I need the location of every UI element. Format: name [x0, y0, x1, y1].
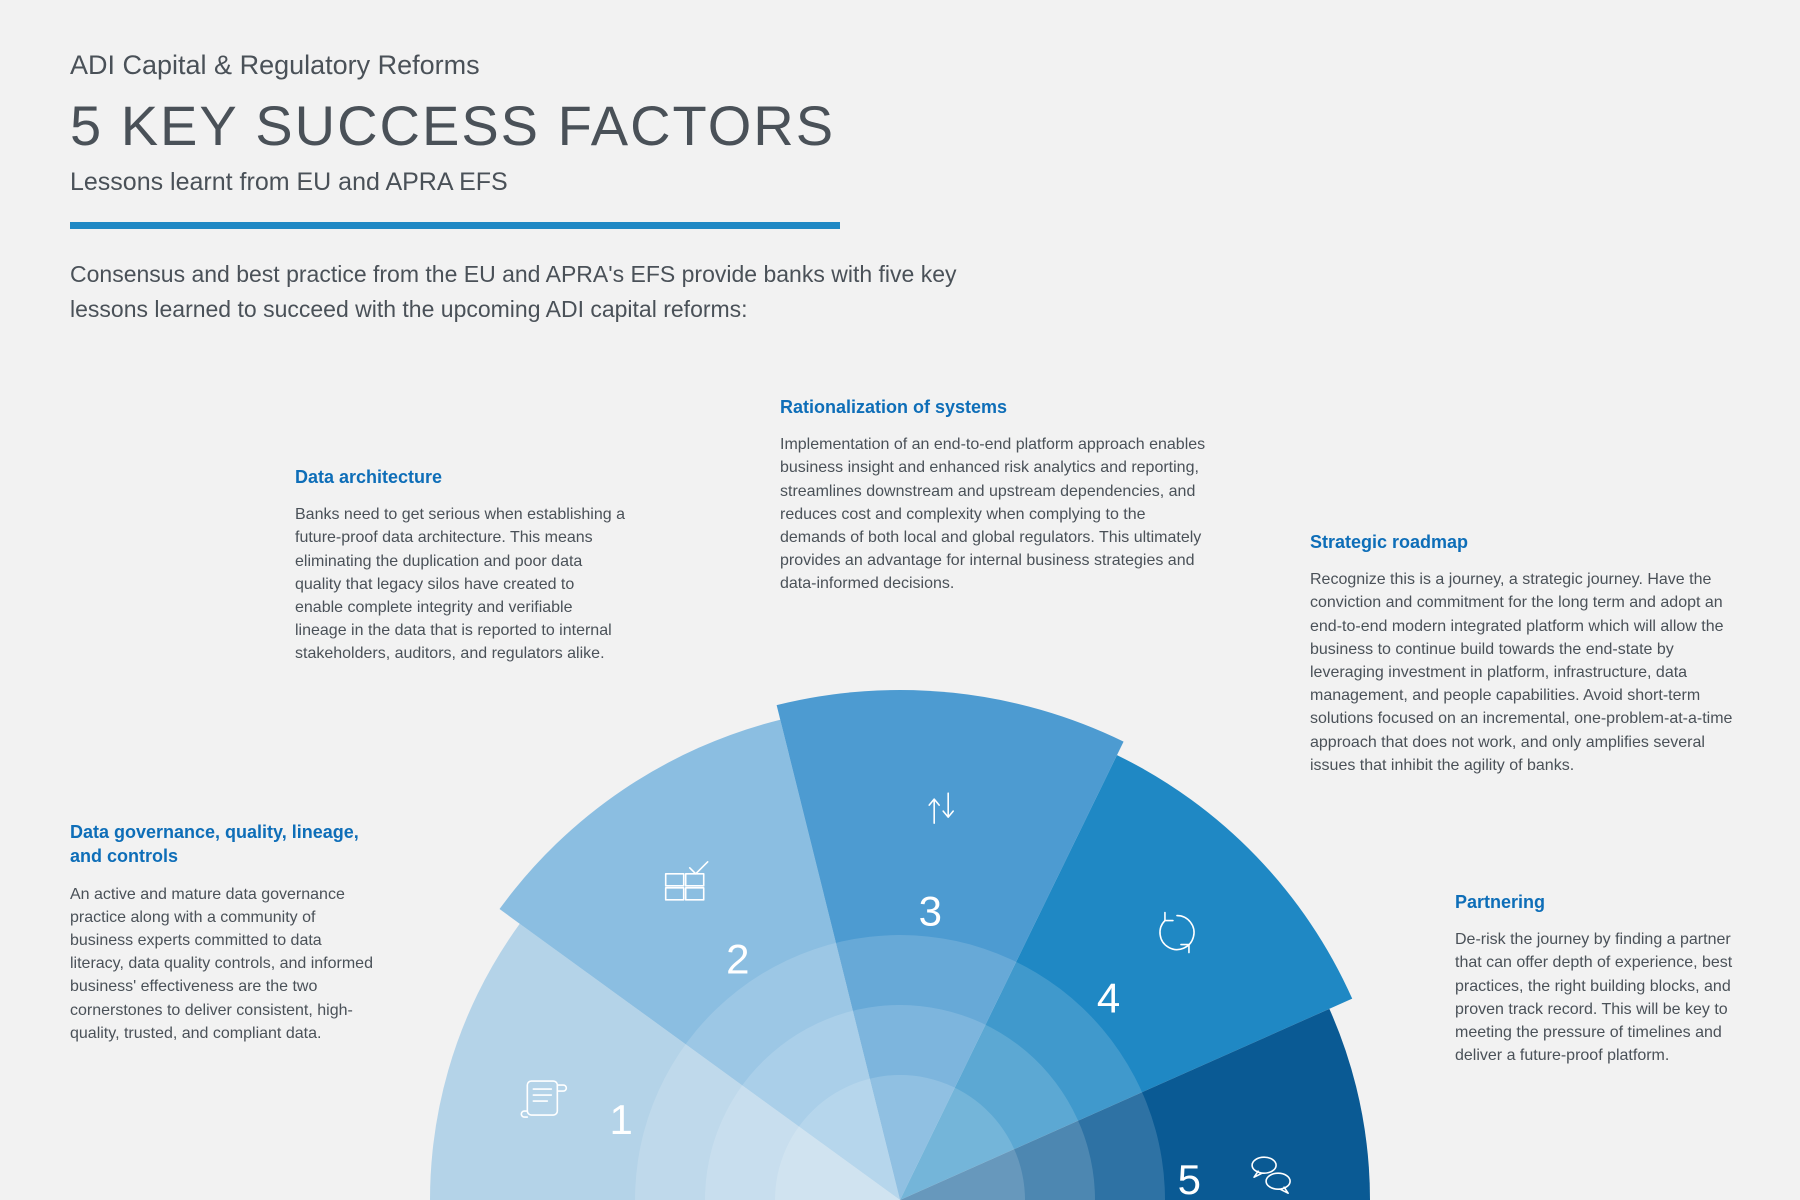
segment-number-2: 2 [726, 936, 749, 983]
title-rule [70, 222, 840, 229]
callout-body: Implementation of an end-to-end platform… [780, 433, 1210, 595]
callout-body: Recognize this is a journey, a strategic… [1310, 568, 1740, 777]
callout-rationalization: Rationalization of systems Implementation… [780, 395, 1210, 596]
callout-partnering: Partnering De-risk the journey by finding… [1455, 890, 1745, 1067]
callout-title: Data architecture [295, 465, 625, 489]
header-block: ADI Capital & Regulatory Reforms 5 KEY S… [0, 0, 1800, 326]
subtitle: Lessons learnt from EU and APRA EFS [70, 168, 1730, 197]
callout-body: Banks need to get serious when establish… [295, 503, 625, 665]
segment-number-1: 1 [610, 1096, 633, 1143]
page-title: 5 KEY SUCCESS FACTORS [70, 93, 1730, 158]
callout-body: An active and mature data governance pra… [70, 883, 380, 1045]
kicker: ADI Capital & Regulatory Reforms [70, 50, 1730, 81]
callout-title: Strategic roadmap [1310, 530, 1740, 554]
segment-number-5: 5 [1178, 1156, 1201, 1200]
segment-number-4: 4 [1097, 975, 1120, 1022]
callout-title: Partnering [1455, 890, 1745, 914]
callout-roadmap: Strategic roadmap Recognize this is a jou… [1310, 530, 1740, 777]
segment-number-3: 3 [919, 888, 942, 935]
callout-body: De-risk the journey by finding a partner… [1455, 928, 1745, 1067]
callout-architecture: Data architecture Banks need to get serio… [295, 465, 625, 666]
callout-title: Data governance, quality, lineage, and c… [70, 820, 380, 869]
intro-paragraph: Consensus and best practice from the EU … [70, 257, 990, 326]
callout-governance: Data governance, quality, lineage, and c… [70, 820, 380, 1045]
callout-title: Rationalization of systems [780, 395, 1210, 419]
